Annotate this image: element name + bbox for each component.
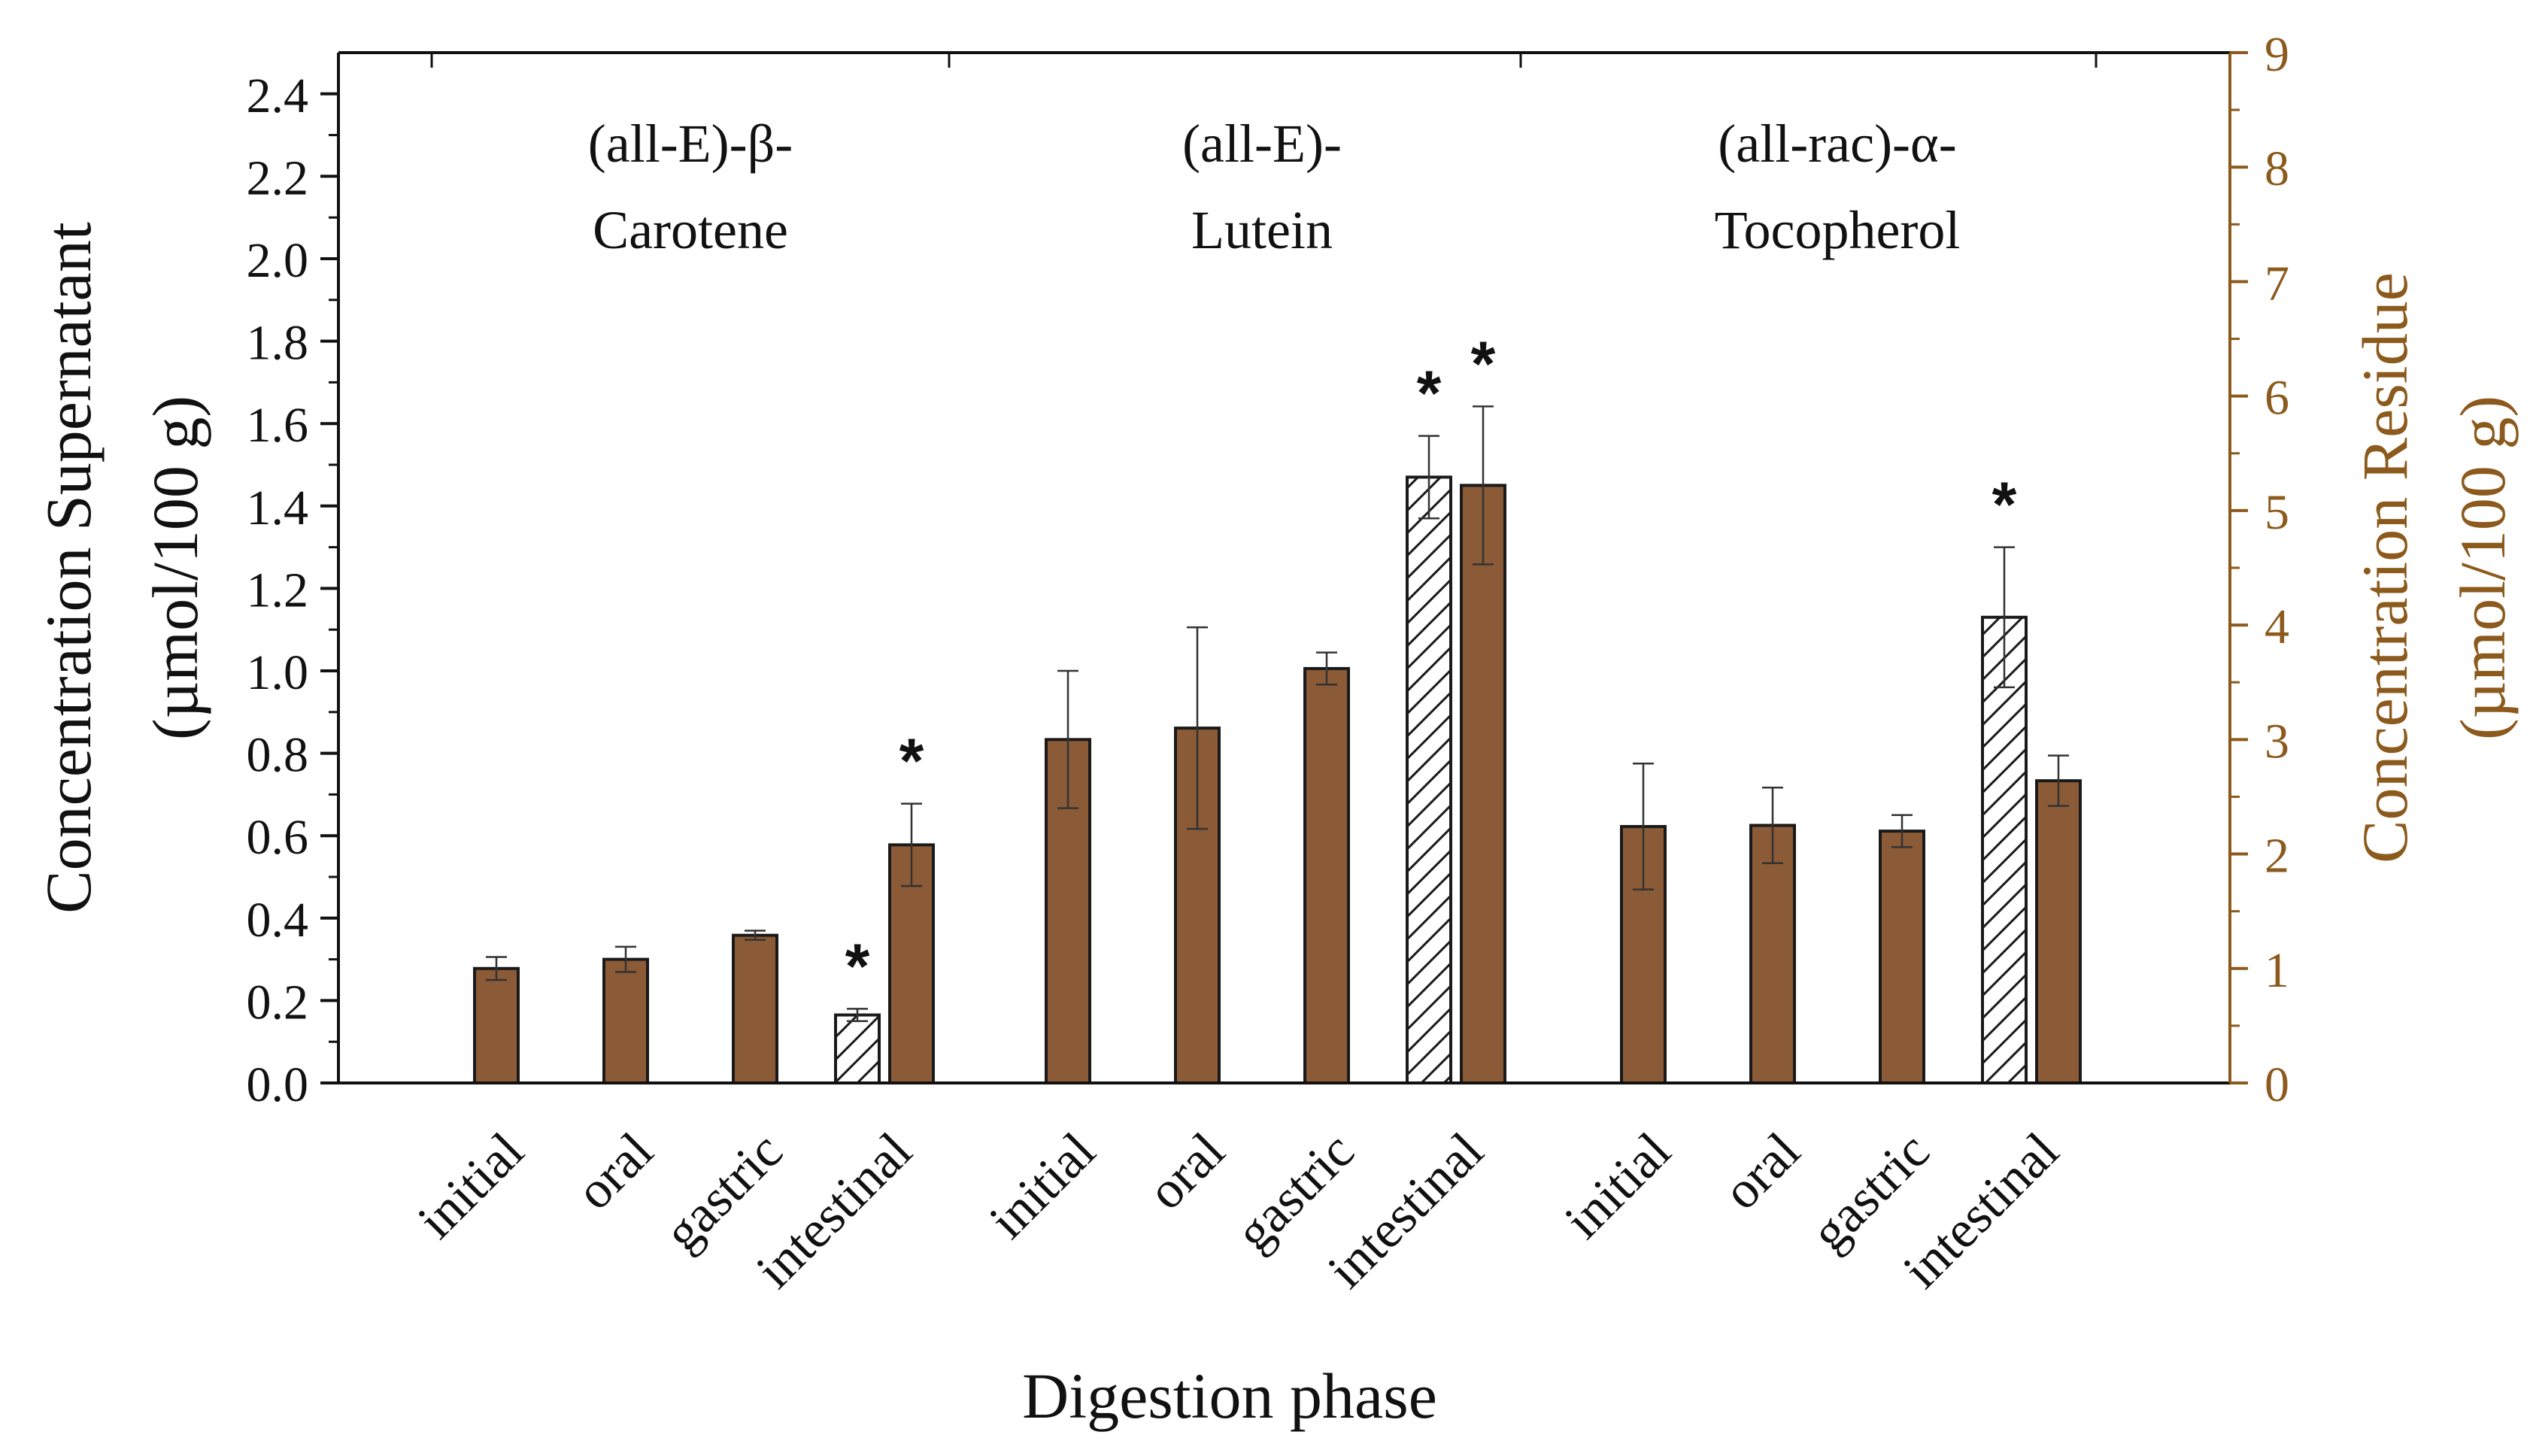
right-tick-label: 9 — [2265, 27, 2289, 82]
right-tick-label: 7 — [2265, 256, 2289, 311]
residue-bar — [2035, 779, 2082, 1084]
left-tick-label: 1.0 — [247, 645, 309, 700]
x-tick-label: oral — [1712, 1122, 1811, 1221]
residue-bar — [1303, 666, 1350, 1084]
supernatant-bar — [1406, 475, 1452, 1084]
right-tick-label: 3 — [2265, 714, 2289, 769]
left-tick-label: 1.6 — [247, 398, 309, 453]
right-tick-label: 0 — [2265, 1057, 2289, 1112]
left-tick-label: 1.2 — [247, 563, 309, 617]
supernatant-bar — [834, 1013, 881, 1084]
residue-bar — [1460, 484, 1506, 1084]
right-tick-label: 2 — [2265, 829, 2289, 884]
residue-bar — [1879, 830, 1925, 1084]
residue-bar — [1749, 824, 1796, 1084]
right-tick-label: 8 — [2265, 141, 2289, 196]
left-tick-label: 0.0 — [247, 1057, 309, 1112]
residue-bar — [602, 957, 649, 1084]
group-title-line2: Tocopherol — [1715, 200, 1961, 260]
x-tick-label: initial — [978, 1122, 1106, 1250]
x-axis-title: Digestion phase — [1022, 1360, 1437, 1432]
significance-star-supernatant: * — [1417, 358, 1442, 429]
group-title-line2: Carotene — [593, 200, 788, 260]
group-title-line1: (all-E)- — [1182, 114, 1342, 174]
right-axis-title-line2: (µmol/100 g) — [2447, 396, 2519, 740]
significance-star-residue: * — [1471, 328, 1496, 399]
left-tick-label: 2.2 — [247, 150, 309, 205]
left-tick-label: 2.0 — [247, 233, 309, 288]
x-tick-label: oral — [566, 1122, 664, 1221]
residue-bar — [732, 933, 778, 1084]
left-tick-label: 0.2 — [247, 975, 309, 1030]
significance-star-supernatant: * — [1992, 469, 2017, 540]
x-tick-label: initial — [1554, 1122, 1682, 1250]
x-tick-label: initial — [407, 1122, 535, 1250]
left-tick-label: 2.4 — [247, 68, 309, 123]
right-axis-title-line1: Concentration Residue — [2349, 272, 2421, 863]
x-tick-label: oral — [1137, 1122, 1236, 1221]
group-title-line1: (all-rac)-α- — [1718, 114, 1956, 174]
significance-star-residue: * — [899, 726, 924, 796]
significance-star-supernatant: * — [845, 930, 870, 1001]
group-title-line1: (all-E)-β- — [588, 114, 793, 174]
group-title-line2: Lutein — [1191, 200, 1333, 260]
right-tick-label: 1 — [2265, 943, 2289, 998]
right-tick-label: 4 — [2265, 599, 2289, 654]
left-tick-label: 1.8 — [247, 316, 309, 371]
left-tick-label: 0.8 — [247, 728, 309, 783]
left-axis-title-line2: (µmol/100 g) — [139, 396, 211, 740]
residue-bar — [473, 966, 520, 1085]
left-tick-label: 0.6 — [247, 810, 309, 865]
left-axis-title-line1: Concentration Supernatant — [32, 222, 105, 914]
right-tick-label: 6 — [2265, 371, 2289, 426]
left-tick-label: 0.4 — [247, 893, 309, 948]
right-tick-label: 5 — [2265, 485, 2289, 540]
left-tick-label: 1.4 — [247, 481, 309, 535]
